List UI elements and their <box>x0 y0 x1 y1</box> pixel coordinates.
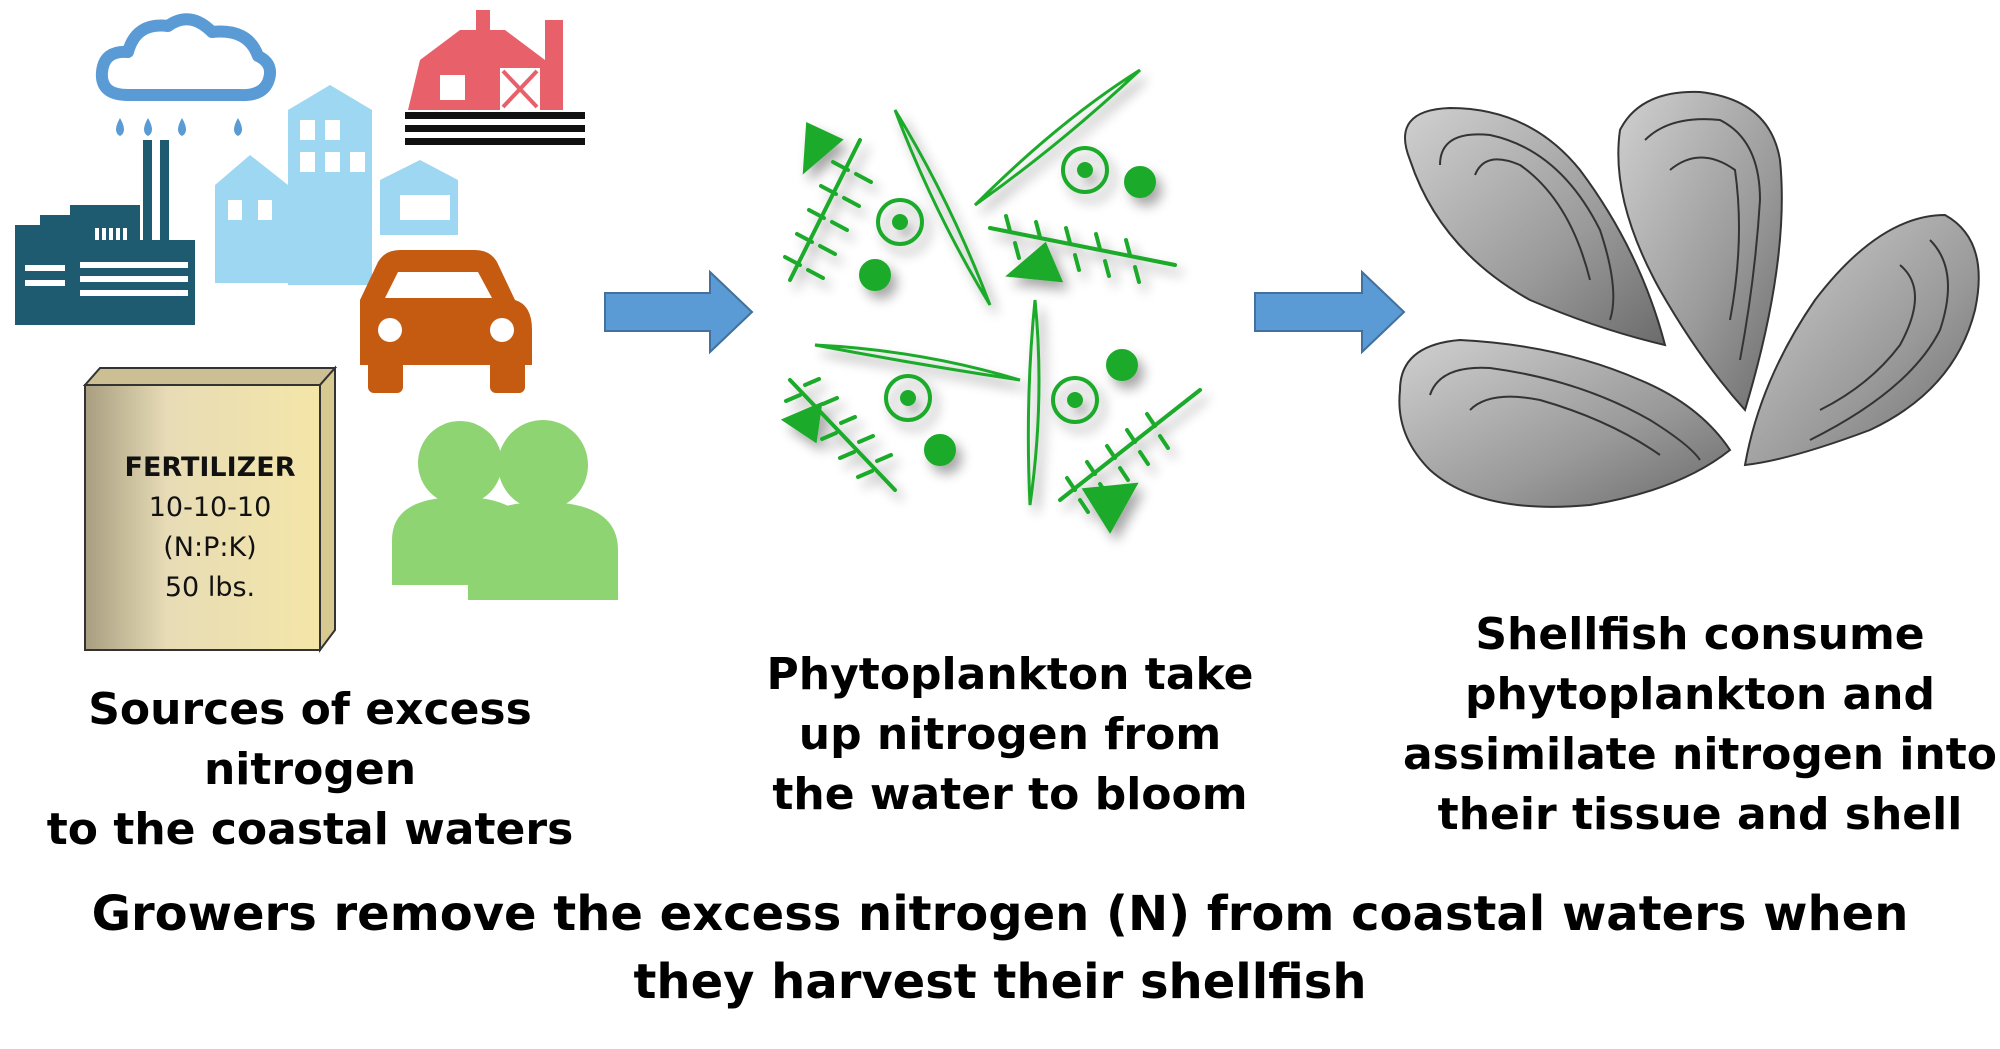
caption-line: their tissue and shell <box>1437 789 1963 840</box>
fertilizer-ratio: 10-10-10 <box>148 492 272 523</box>
caption-line: phytoplankton and <box>1464 669 1936 720</box>
phytoplankton-icon <box>780 68 1202 534</box>
caption-sources: Sources of excess nitrogen to the coasta… <box>0 680 620 860</box>
arrow-right-icon <box>604 269 754 355</box>
caption-line: Sources of excess nitrogen <box>88 684 532 795</box>
arrow-right-icon <box>1254 269 1406 355</box>
houses-icon <box>215 85 458 285</box>
caption-line: Shellfish consume <box>1475 609 1925 660</box>
caption-line: they harvest their shellfish <box>633 954 1367 1010</box>
factory-icon <box>15 140 195 325</box>
fertilizer-npk: (N:P:K) <box>163 532 257 563</box>
oyster-icon <box>1398 338 1732 508</box>
oyster-icon <box>1617 90 1783 412</box>
caption-line: assimilate nitrogen into <box>1402 729 1998 780</box>
car-icon <box>360 250 532 393</box>
fertilizer-title: FERTILIZER <box>124 452 296 483</box>
caption-phytoplankton: Phytoplankton take up nitrogen from the … <box>760 645 1260 825</box>
caption-line: up nitrogen from <box>798 709 1222 760</box>
rain-cloud-icon <box>95 13 276 136</box>
caption-line: Phytoplankton take <box>766 649 1254 700</box>
oyster-icon <box>1404 106 1667 347</box>
oyster-icon <box>1743 213 1980 467</box>
people-icon <box>392 420 618 600</box>
caption-line: Growers remove the excess nitrogen (N) f… <box>91 886 1909 942</box>
fertilizer-weight: 50 lbs. <box>164 572 256 603</box>
caption-bottom: Growers remove the excess nitrogen (N) f… <box>0 880 2000 1016</box>
caption-shellfish: Shellfish consume phytoplankton and assi… <box>1400 605 2000 845</box>
caption-line: to the coastal waters <box>46 804 574 855</box>
fertilizer-bag-icon <box>82 365 338 653</box>
caption-line: the water to bloom <box>772 769 1248 820</box>
barn-icon <box>405 10 585 145</box>
